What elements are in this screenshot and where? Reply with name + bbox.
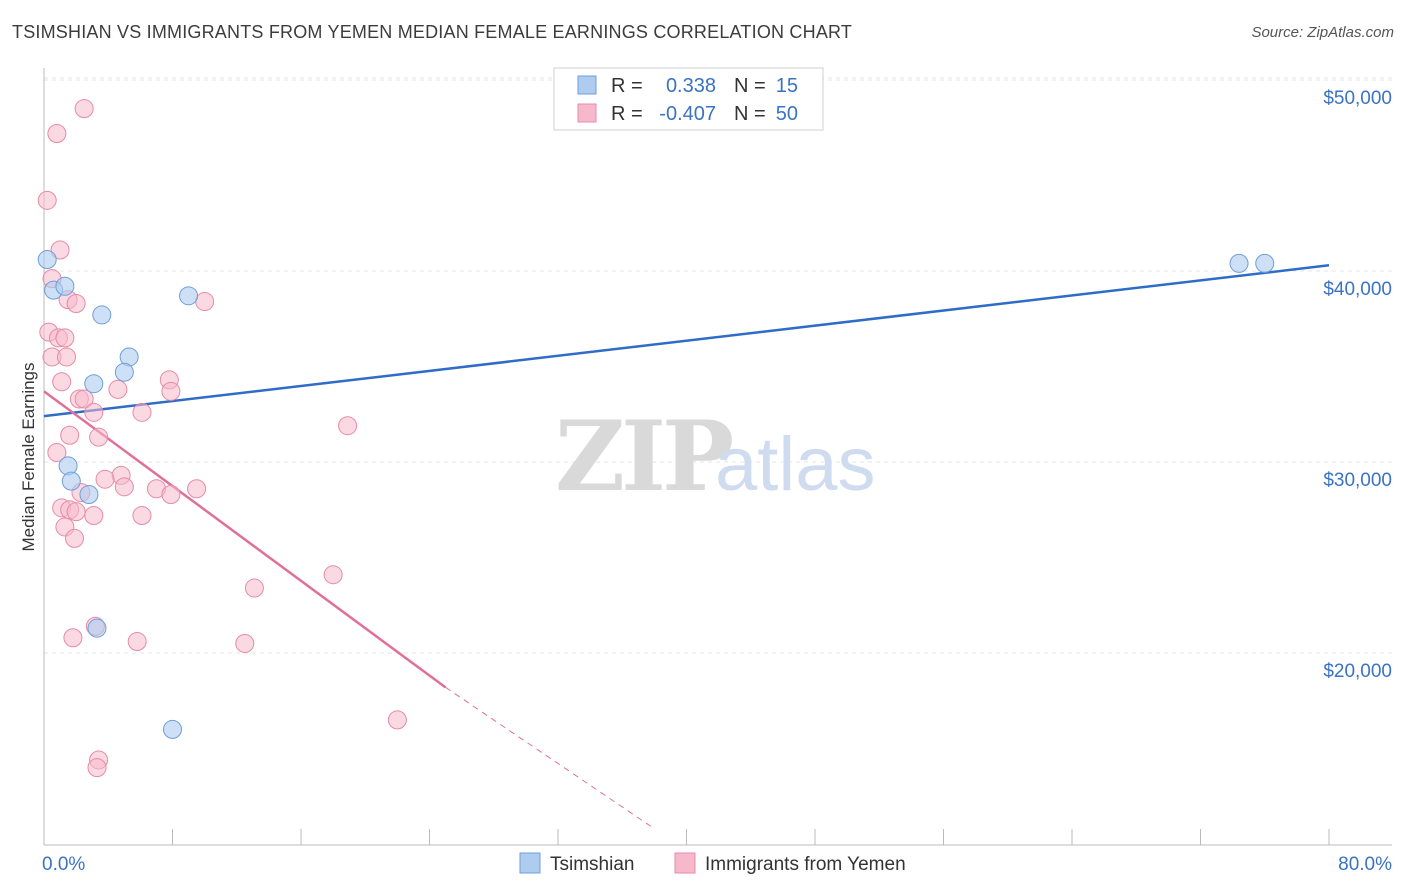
data-point-yemen	[132, 505, 152, 525]
data-point-yemen	[56, 347, 76, 367]
legend-box	[553, 67, 824, 131]
data-point-yemen	[387, 710, 407, 730]
data-point-yemen	[74, 389, 94, 409]
data-point-tsimshian	[84, 374, 104, 394]
data-point-tsimshian	[1229, 253, 1249, 273]
data-point-tsimshian	[163, 719, 182, 739]
data-point-yemen	[84, 402, 104, 422]
data-point-yemen	[187, 479, 207, 499]
chart-title: TSIMSHIAN VS IMMIGRANTS FROM YEMEN MEDIA…	[12, 22, 853, 42]
legend-r-value-1: 0.338	[666, 75, 716, 97]
bottom-legend-label-tsimshian: Tsimshian	[550, 854, 634, 875]
series-immigrants-from-yemen	[37, 99, 407, 778]
data-point-yemen	[60, 425, 80, 445]
data-point-tsimshian	[37, 250, 57, 270]
legend-r-label-2: R =	[611, 103, 643, 125]
grid-lines	[44, 77, 1392, 654]
bottom-legend-swatch-yemen	[674, 852, 696, 874]
data-point-tsimshian	[87, 618, 107, 638]
data-point-yemen	[338, 416, 358, 436]
data-point-tsimshian	[61, 471, 81, 491]
y-tick-label: $30,000	[1323, 470, 1392, 491]
y-tick-label: $20,000	[1323, 661, 1392, 682]
series-legend: Tsimshian Immigrants from Yemen	[519, 852, 906, 875]
data-point-tsimshian	[92, 305, 112, 325]
data-point-yemen	[37, 190, 57, 210]
data-point-yemen	[66, 502, 86, 522]
data-point-yemen	[84, 505, 104, 525]
x-tick-label-min: 0.0%	[42, 854, 85, 875]
y-tick-label: $50,000	[1323, 88, 1392, 109]
data-point-yemen	[52, 372, 72, 392]
data-point-yemen	[127, 632, 147, 652]
data-point-yemen	[74, 99, 94, 119]
trend-lines	[43, 264, 1330, 830]
legend-r-value-2: -0.407	[659, 103, 716, 125]
x-tick-label-max: 80.0%	[1338, 854, 1392, 875]
data-point-yemen	[161, 381, 181, 401]
data-point-yemen	[47, 123, 67, 143]
data-point-tsimshian	[55, 276, 75, 296]
data-point-yemen	[95, 469, 115, 489]
y-tick-label: $40,000	[1323, 279, 1392, 300]
legend-swatch-tsimshian	[577, 75, 597, 95]
data-point-yemen	[66, 293, 86, 313]
data-point-yemen	[47, 442, 67, 462]
data-point-tsimshian	[79, 484, 99, 504]
series-tsimshian	[37, 250, 1275, 739]
legend-n-label-2: N =	[734, 103, 766, 125]
watermark-atlas: atlas	[715, 422, 876, 507]
legend-r-label-1: R =	[611, 75, 643, 97]
data-point-tsimshian	[179, 286, 199, 306]
data-point-yemen	[65, 528, 85, 548]
data-point-yemen	[89, 427, 109, 447]
data-point-tsimshian	[1255, 253, 1275, 273]
data-point-yemen	[161, 484, 181, 504]
bottom-legend-swatch-tsimshian	[519, 852, 541, 874]
data-point-yemen	[55, 328, 75, 348]
x-tick-labels: 0.0% 80.0%	[42, 854, 1392, 875]
source-credit: Source: ZipAtlas.com	[1251, 24, 1394, 41]
data-point-tsimshian	[114, 362, 134, 382]
data-point-yemen	[323, 565, 343, 585]
watermark-zip: ZIP	[555, 400, 732, 513]
data-point-yemen	[108, 379, 128, 399]
trend-line-tsimshian	[43, 264, 1330, 418]
legend-n-value-2: 50	[776, 103, 798, 125]
watermark: ZIP atlas	[555, 400, 876, 513]
legend-swatch-yemen	[577, 103, 597, 123]
y-tick-labels: $20,000 $30,000 $40,000 $50,000	[1323, 88, 1392, 682]
data-point-yemen	[235, 633, 255, 653]
legend-n-label-1: N =	[734, 75, 766, 97]
y-axis-label: Median Female Earnings	[19, 363, 38, 552]
data-point-yemen	[244, 578, 264, 598]
trend-line-yemen-extension	[445, 686, 655, 830]
legend-n-value-1: 15	[776, 75, 798, 97]
bottom-legend-label-yemen: Immigrants from Yemen	[705, 854, 906, 875]
data-point-yemen	[87, 758, 107, 778]
data-point-yemen	[50, 240, 70, 260]
trend-line-yemen	[43, 390, 447, 689]
data-point-yemen	[195, 292, 215, 312]
data-point-yemen	[63, 628, 83, 648]
data-point-yemen	[114, 477, 134, 497]
correlation-legend: R = 0.338 N = 15 R = -0.407 N = 50	[553, 67, 824, 131]
data-point-yemen	[132, 402, 152, 422]
